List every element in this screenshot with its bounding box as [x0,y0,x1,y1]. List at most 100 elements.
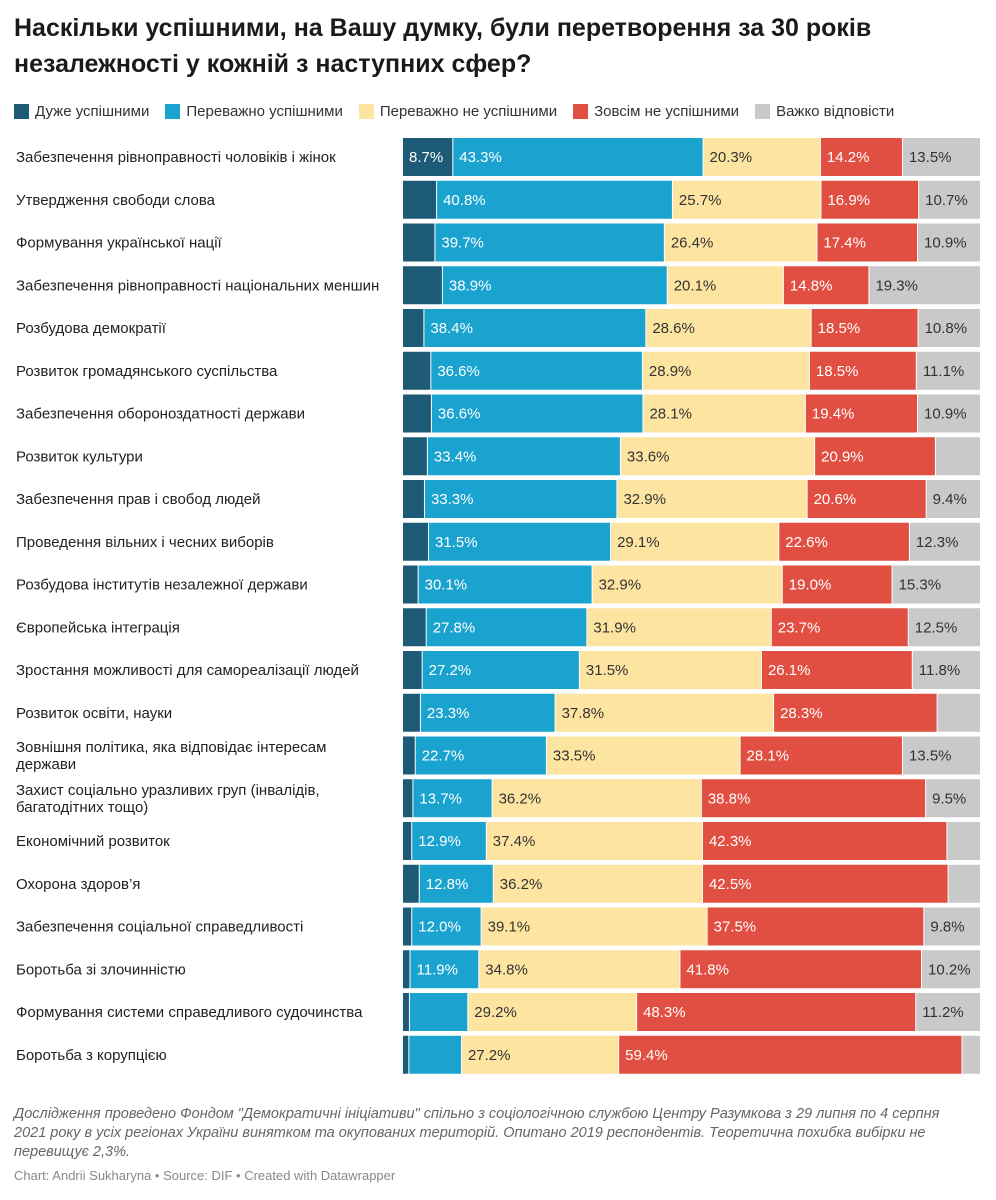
bar-segment [461,1035,619,1074]
bar-segment [918,309,980,347]
bar-segment [707,907,924,946]
legend-item: Переважно не успішними [358,102,558,120]
data-label: 19.0% [789,577,832,594]
bar-row: Боротьба з корупцією 27.2% 59.4% [16,1035,980,1074]
bar-segment [403,522,429,561]
bar-segment [922,950,980,989]
bar-segment [419,864,493,903]
bar-segment [413,779,492,818]
data-label: 33.6% [627,448,670,465]
data-label: 28.1% [747,748,790,765]
data-label: 40.8% [443,192,486,209]
category-label: Формування системи справедливого судочин… [16,1004,363,1021]
bar-segment [437,180,672,219]
data-label: 10.2% [928,961,971,978]
data-label: 33.5% [553,748,596,765]
bar-segment [909,522,980,561]
bar-segment [771,608,908,647]
data-label: 22.6% [785,534,828,551]
bar-segment [667,266,783,305]
legend-swatch [573,103,589,119]
bar-row: Забезпечення прав і свобод людей 33.3% 32.… [16,480,980,518]
bar-row: Зростання можливості для самореалізації … [16,651,980,689]
category-label: Забезпечення соціальної справедливості [16,919,303,936]
category-label: Проведення вільних і чесних виборів [16,534,274,551]
data-label: 28.9% [649,363,692,380]
data-label: 31.5% [435,534,478,551]
bar-segment [924,907,980,946]
bar-row: Розбудова інститутів незалежної держави 3… [16,565,980,604]
data-label: 59.4% [625,1047,668,1064]
bar-segment [412,907,481,946]
legend: Дуже успішними Переважно успішними Переваж… [14,101,910,121]
bar-segment [817,223,917,262]
category-label: Боротьба з корупцією [16,1047,167,1064]
bar-segment [807,480,926,518]
bar-segment [680,950,922,989]
bar-segment [643,394,805,433]
data-label: 30.1% [425,577,468,594]
data-label: 27.2% [429,662,472,679]
bar-row: Європейська інтеграція 27.8% 31.9% 23.7% 12.… [16,608,980,647]
bar-segment [403,223,435,262]
data-label: 23.3% [427,705,470,722]
bar-segment [761,651,912,689]
data-label: 20.1% [674,277,717,294]
bar-segment [403,180,437,219]
bar-segment [811,309,918,347]
bar-row: Охорона здоров’я 12.8% 36.2% 42.5% [16,864,980,903]
category-label: Забезпечення рівноправності чоловіків і … [16,149,336,166]
data-label: 10.9% [924,235,967,252]
footnote: Дослідження проведено Фондом "Демократич… [14,1106,940,1160]
bar-segment [420,693,555,732]
bar-segment [422,651,579,689]
data-label: 12.3% [916,534,959,551]
data-label: 34.8% [485,961,528,978]
data-label: 38.9% [449,277,492,294]
bar-segment [426,608,587,647]
data-label: 48.3% [643,1004,686,1021]
bar-segment [935,437,980,476]
bar-row: Проведення вільних і чесних виборів 31.5%… [16,522,980,561]
bar-segment [403,266,442,305]
data-label: 11.9% [417,961,458,978]
data-label: 42.5% [709,876,752,893]
data-label: 18.5% [816,363,859,380]
data-label: 37.4% [493,833,536,850]
data-label: 8.7% [409,149,443,166]
bar-segment [947,822,980,860]
data-label: 13.5% [909,149,952,166]
credit-line: Chart: Andrii Sukharyna • Source: DIF • … [14,1168,396,1183]
data-label: 28.6% [652,320,695,337]
bar-segment [617,480,807,518]
bar-segment [774,693,937,732]
legend-item: Зовсім не успішними [573,103,739,120]
legend-label: Важко відповісти [776,102,895,120]
data-label: 31.5% [586,662,629,679]
legend-label: Переважно не успішними [379,102,558,120]
bar-segment [892,565,980,604]
data-label: 39.1% [488,919,531,936]
category-label: Економічний розвиток [16,833,170,850]
bar-segment [431,351,642,390]
bar-segment [403,907,412,946]
bar-segment [435,223,664,262]
bar-row: Розвиток освіти, науки 23.3% 37.8% 28.3% [16,693,980,732]
bar-segment [403,138,453,176]
data-label: 14.8% [790,277,833,294]
bar-segment [782,565,892,604]
bar-row: Економічний розвиток 12.9% 37.4% 42.3% [16,822,980,860]
data-label: 27.2% [468,1047,511,1064]
bar-row: Захист соціально уразливих груп (інвалід… [16,779,980,818]
bar-row: Забезпечення соціальної справедливості 12… [16,907,980,946]
bar-segment [468,993,637,1031]
category-label: Зростання можливості для самореалізації … [16,662,359,679]
data-label: 10.9% [924,406,967,423]
bar-segment [403,608,426,647]
data-label: 36.6% [438,406,481,423]
bar-segment [918,394,980,433]
category-label: Забезпечення рівноправності національних… [16,277,379,294]
data-label: 26.4% [671,235,714,252]
data-label: 13.5% [909,748,952,765]
legend-item: Переважно успішними [165,103,343,120]
